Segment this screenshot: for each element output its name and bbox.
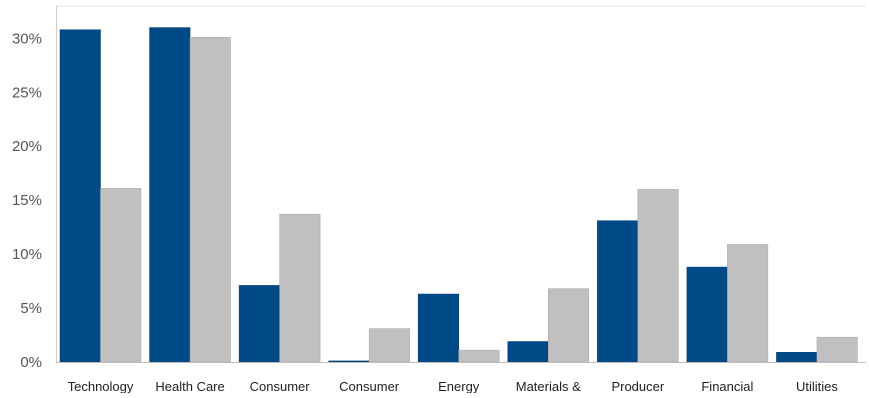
bar	[189, 37, 231, 363]
bar	[238, 285, 280, 363]
x-tick-label: Technology	[68, 379, 134, 393]
bar	[776, 352, 818, 363]
y-tick-label: 0%	[20, 354, 42, 371]
bar	[417, 293, 459, 363]
bar	[458, 349, 500, 363]
bar	[727, 244, 769, 363]
bar	[548, 288, 590, 363]
bar	[686, 266, 728, 363]
x-tick-label: Financial	[701, 379, 753, 393]
bar	[100, 188, 142, 363]
x-tick-label: Consumer	[339, 379, 400, 393]
bar	[59, 29, 101, 363]
x-tick-label: Producer	[611, 379, 664, 393]
y-tick-label: 10%	[12, 246, 42, 263]
bar	[279, 213, 321, 363]
bar	[149, 27, 191, 363]
x-tick-label: Consumer	[250, 379, 311, 393]
bar	[637, 189, 679, 363]
y-tick-label: 30%	[12, 30, 42, 47]
bar	[328, 360, 370, 363]
x-tick-label: Utilities	[796, 379, 838, 393]
y-tick-label: 5%	[20, 300, 42, 317]
y-tick-label: 25%	[12, 84, 42, 101]
x-tick-label: Materials &	[516, 379, 581, 393]
bar	[597, 220, 639, 363]
x-tick-label: Energy	[438, 379, 480, 393]
x-tick-label: Health Care	[155, 379, 224, 393]
y-tick-label: 15%	[12, 192, 42, 209]
bar	[816, 336, 858, 363]
y-tick-label: 20%	[12, 138, 42, 155]
bar	[507, 341, 549, 363]
bar	[368, 328, 410, 363]
